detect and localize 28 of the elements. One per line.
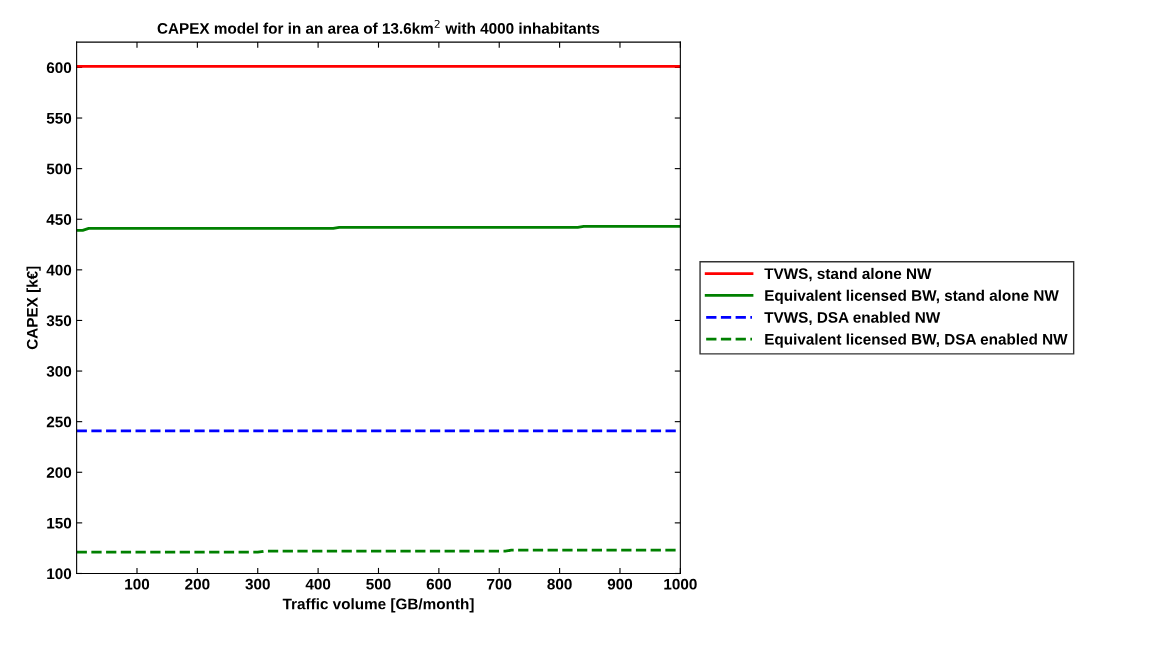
y-tick-label: 150 <box>47 517 72 529</box>
x-tick-label: 800 <box>547 578 572 590</box>
x-tick-label: 200 <box>185 578 210 590</box>
x-tick-label: 400 <box>305 578 331 590</box>
x-tick-label: 300 <box>245 578 270 590</box>
y-axis-title: CAPEX [k€] <box>26 266 41 350</box>
x-tick-label: 600 <box>426 578 451 590</box>
y-tick-label: 450 <box>46 214 72 225</box>
y-tick-label: 350 <box>46 315 72 327</box>
x-tick-label: 700 <box>487 578 512 590</box>
x-axis-title: Traffic volume [GB/month] <box>282 598 474 613</box>
chart-title: CAPEX model for in an area of 13.6km$^{2}$ with 4000 inhabitants <box>157 19 600 34</box>
y-tick-label: 500 <box>46 163 72 175</box>
y-tick-label: 250 <box>46 416 72 428</box>
legend-label: Equivalent licensed BW, stand alone NW <box>765 289 1059 304</box>
y-tick-label: 100 <box>47 568 72 580</box>
x-tick-label: 900 <box>607 578 633 590</box>
legend-label: Equivalent licensed BW, DSA enabled NW <box>765 333 1068 348</box>
x-tick-label: 100 <box>125 578 150 590</box>
y-tick-label: 400 <box>46 264 72 276</box>
legend-label: TVWS, DSA enabled NW <box>764 311 941 326</box>
x-tick-label: 1000 <box>664 578 697 590</box>
y-tick-label: 600 <box>46 62 72 74</box>
y-tick-label: 200 <box>46 467 72 478</box>
y-tick-label: 300 <box>46 365 72 377</box>
x-tick-label: 500 <box>366 578 391 590</box>
legend-label: TVWS, stand alone NW <box>764 267 932 282</box>
y-tick-label: 550 <box>46 112 72 124</box>
